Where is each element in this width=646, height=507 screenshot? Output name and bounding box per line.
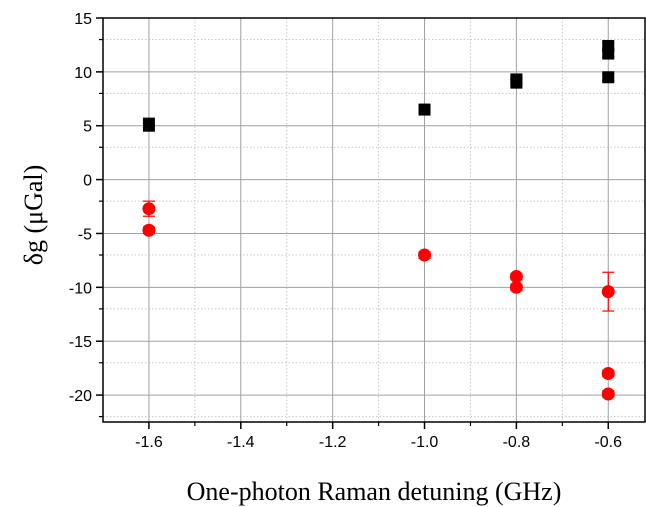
x-axis-tick-labels: -1.6 -1.4 -1.2 -1.0 -0.8 -0.6	[135, 434, 622, 451]
y-tick-label: 15	[74, 11, 92, 28]
data-point-circle	[601, 285, 615, 299]
x-tick-label: -1.0	[411, 434, 439, 451]
data-point-circle	[142, 202, 156, 216]
y-tick-label: -10	[69, 280, 92, 297]
x-tick-label: -0.8	[503, 434, 531, 451]
data-point-square	[510, 76, 523, 89]
y-tick-label: 10	[74, 65, 92, 82]
y-tick-label: 0	[83, 173, 92, 190]
data-marks	[142, 40, 615, 401]
minor-grid	[103, 18, 645, 422]
series-0	[142, 40, 615, 132]
x-tick-label: -1.4	[227, 434, 255, 451]
plot-frame	[102, 17, 646, 423]
series-1	[142, 200, 615, 401]
data-point-circle	[601, 387, 615, 401]
y-axis-tick-labels: -20 -15 -10 -5 0 5 10 15	[69, 11, 92, 405]
data-point-square	[602, 47, 615, 60]
data-point-square	[418, 103, 431, 116]
y-tick-label: -15	[69, 334, 92, 351]
data-point-square	[142, 118, 155, 131]
y-tick-label: -20	[69, 388, 92, 405]
axis-ticks	[96, 17, 610, 429]
data-point-circle	[601, 367, 615, 381]
y-axis-title: δg (μGal)	[19, 165, 48, 266]
x-axis-title: One-photon Raman detuning (GHz)	[187, 477, 562, 506]
data-point-circle	[509, 280, 523, 294]
data-point-square	[602, 71, 615, 84]
data-point-circle	[142, 223, 156, 237]
x-tick-label: -1.6	[135, 434, 163, 451]
data-point-circle	[418, 248, 432, 262]
y-tick-label: -5	[78, 226, 92, 243]
x-tick-label: -1.2	[319, 434, 347, 451]
x-tick-label: -0.6	[594, 434, 622, 451]
major-grid	[103, 17, 645, 422]
data-point-circle	[509, 270, 523, 284]
y-tick-label: 5	[83, 119, 92, 136]
